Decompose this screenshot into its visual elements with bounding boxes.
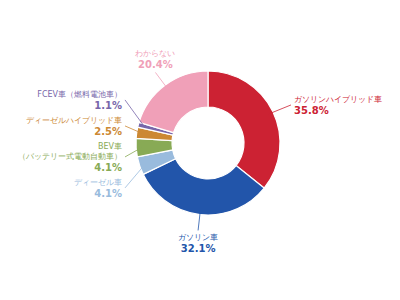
svg-text:ディーゼル車: ディーゼル車 — [74, 178, 122, 187]
svg-text:4.1%: 4.1% — [94, 188, 122, 199]
svg-text:ディーゼルハイブリッド車: ディーゼルハイブリッド車 — [26, 116, 122, 125]
svg-text:20.4%: 20.4% — [138, 59, 173, 70]
svg-text:2.5%: 2.5% — [94, 126, 122, 137]
svg-text:1.1%: 1.1% — [94, 100, 122, 111]
svg-text:わからない: わからない — [135, 49, 175, 58]
svg-text:ガソリン車: ガソリン車 — [178, 233, 218, 242]
svg-text:ガソリンハイブリッド車: ガソリンハイブリッド車 — [294, 95, 382, 104]
svg-text:BEV車: BEV車 — [98, 142, 122, 151]
svg-text:35.8%: 35.8% — [294, 105, 329, 116]
svg-text:（バッテリー式電動自動車）: （バッテリー式電動自動車） — [18, 152, 122, 161]
svg-text:4.1%: 4.1% — [94, 162, 122, 173]
svg-text:FCEV車（燃料電池車）: FCEV車（燃料電池車） — [37, 90, 122, 99]
svg-text:32.1%: 32.1% — [181, 243, 216, 254]
